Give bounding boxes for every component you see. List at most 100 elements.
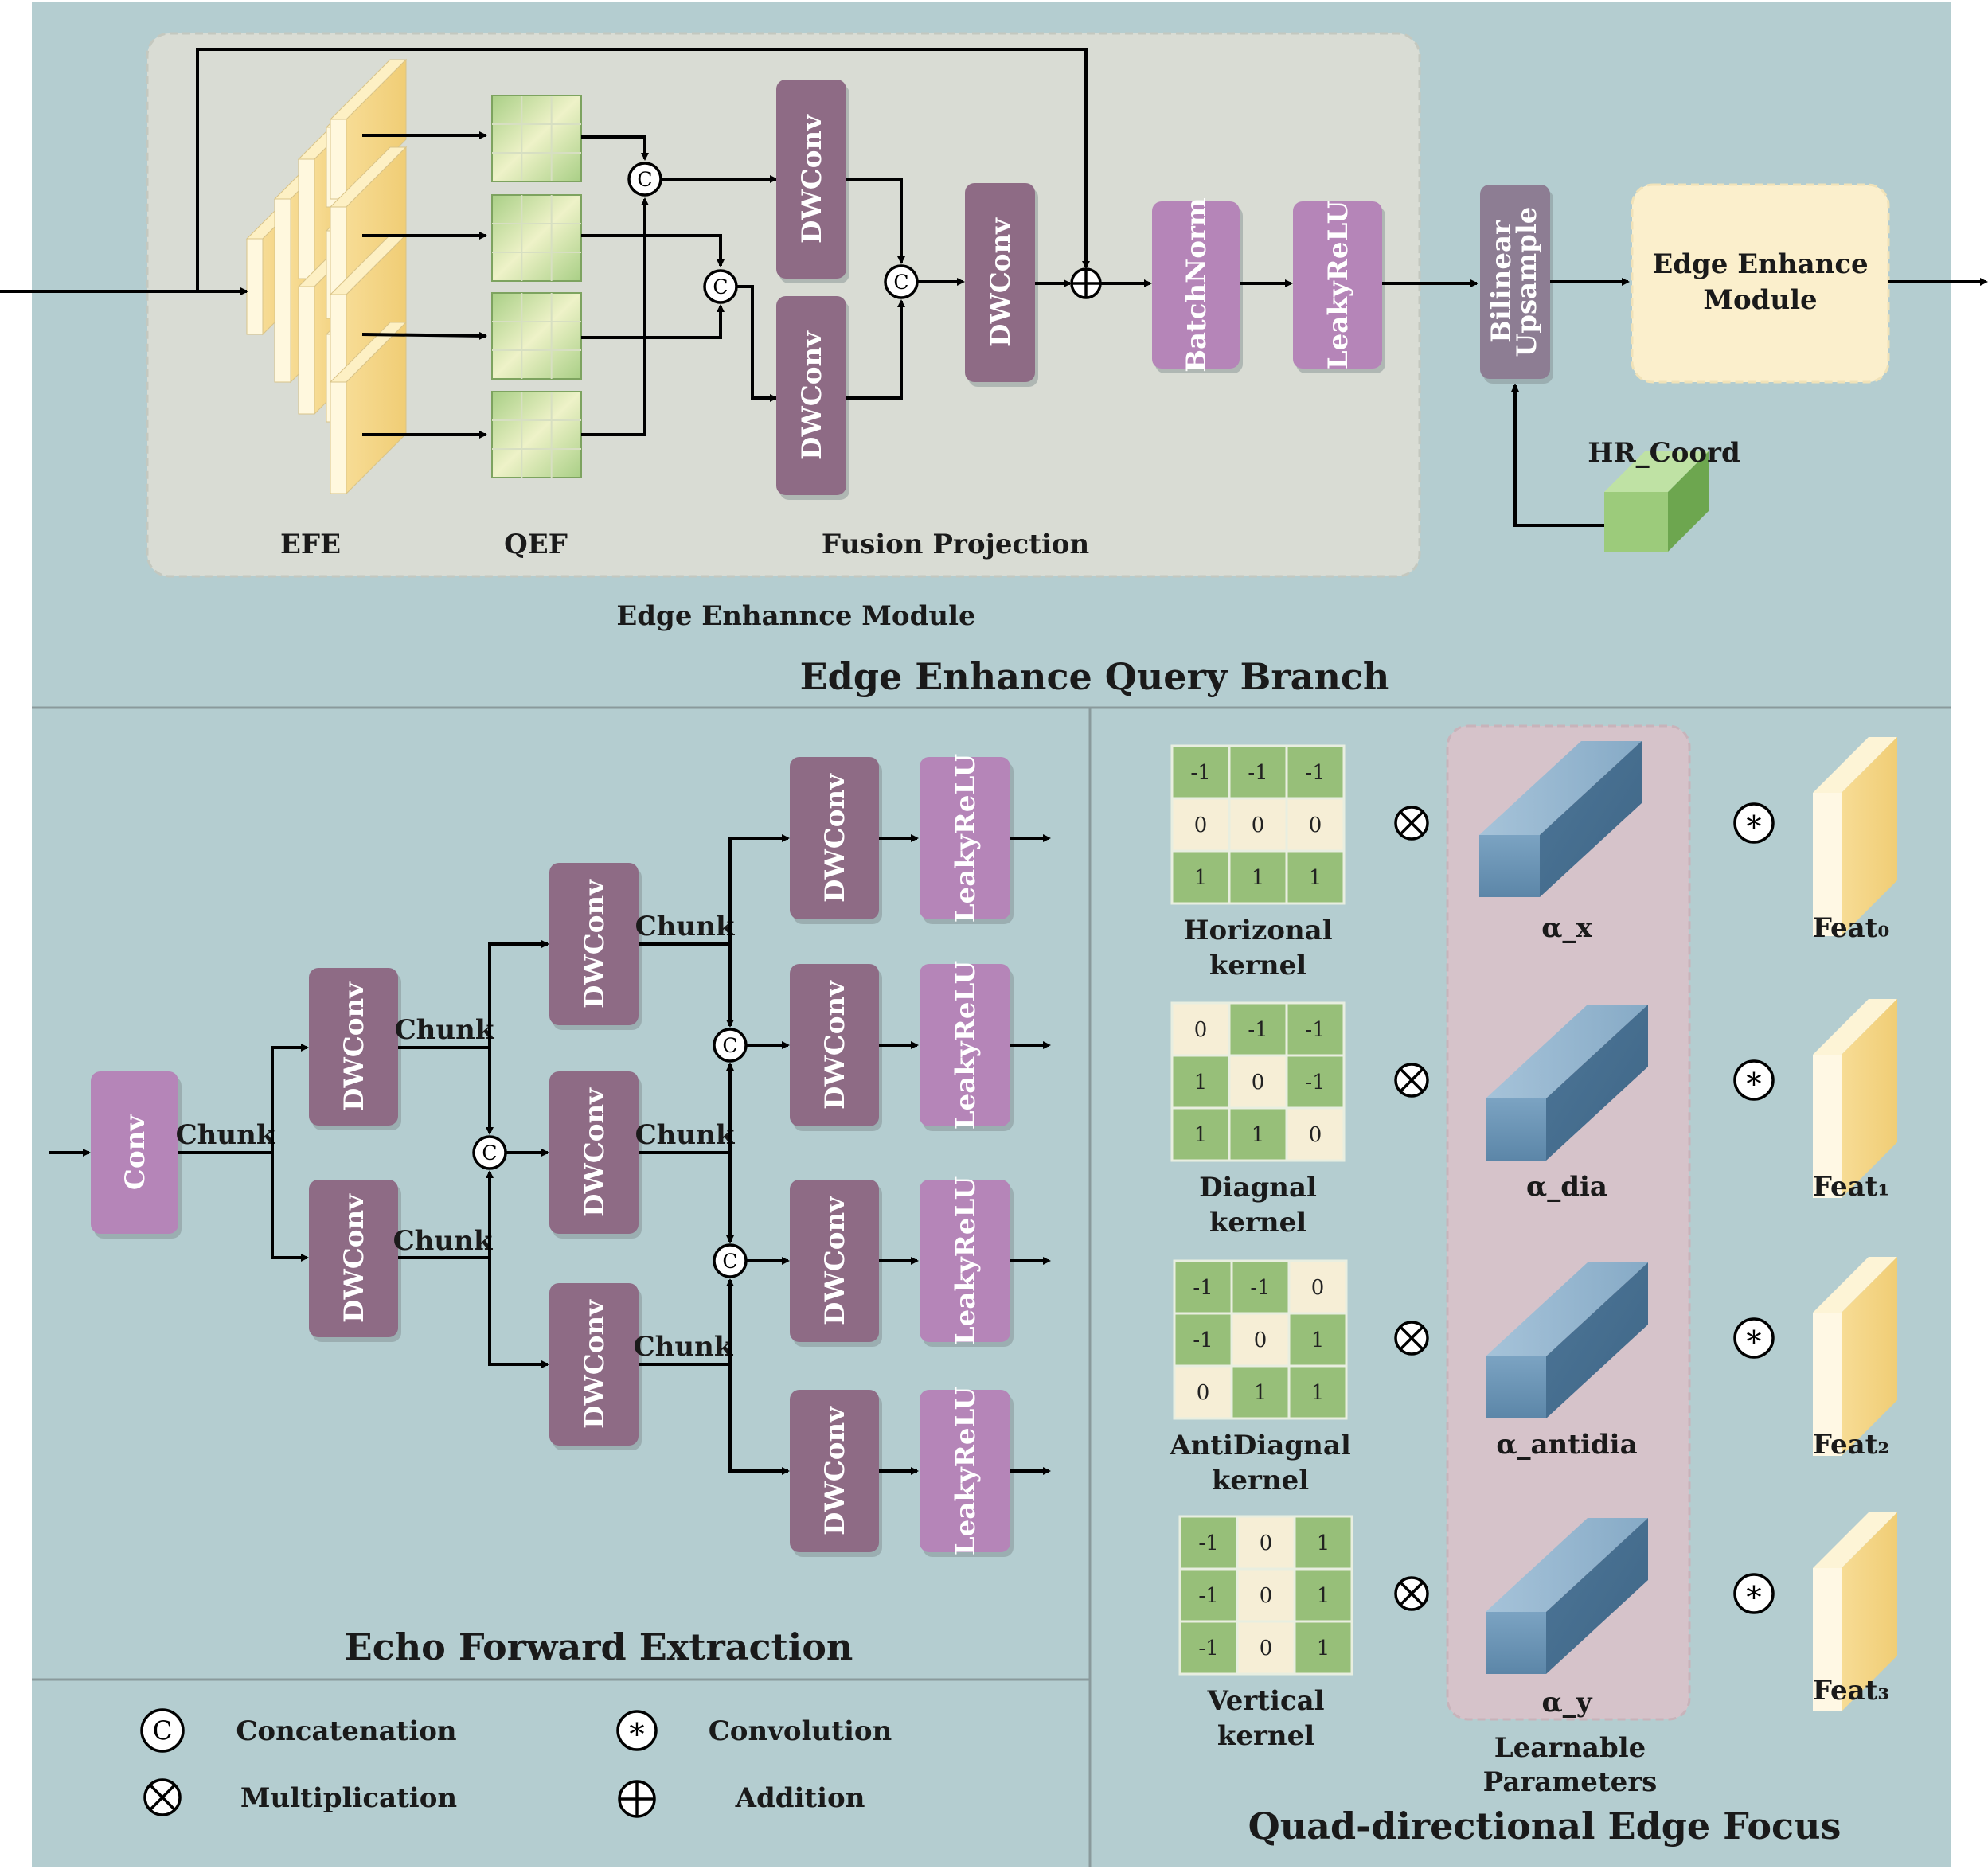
echo-concat-1: C <box>472 1135 507 1170</box>
echo-conv-box-label: Conv <box>119 1114 151 1190</box>
add-op <box>1070 267 1102 299</box>
echo-leakyrelu-box-label: LeakyReLU <box>950 1176 982 1345</box>
dwconv-to-concat <box>846 178 905 264</box>
multiply-op <box>1394 1063 1429 1098</box>
qef-grid <box>491 391 582 478</box>
kernel-name: Diagnal <box>1199 1172 1317 1204</box>
efe-feature-slab <box>329 321 408 495</box>
echo-branch <box>488 1258 549 1368</box>
kernel-cell: -1 <box>1305 1018 1325 1042</box>
hr-coord-block <box>1604 451 1709 552</box>
upsample-label-2: Upsample <box>1511 207 1543 357</box>
echo-concat-3-glyph: C <box>722 1250 737 1273</box>
echo-conv-box: Conv <box>91 1071 182 1239</box>
convolution-op-glyph: * <box>1746 1325 1761 1360</box>
kernel-cell: -1 <box>1193 1276 1213 1300</box>
concat-to-dwconv <box>736 285 778 402</box>
efe-feature-slab <box>329 233 408 384</box>
kernel-cell: 1 <box>1252 866 1265 890</box>
echo-leakyrelu-box-label: LeakyReLU <box>950 961 982 1130</box>
kernel-name: kernel <box>1217 1720 1314 1752</box>
kernel-cell: -1 <box>1193 1329 1213 1352</box>
dwconv-fusion-1: DWConv <box>776 80 849 283</box>
kernel-cell: 1 <box>1317 1637 1330 1660</box>
alpha-label: α_antidia <box>1496 1429 1637 1461</box>
kernel-cell: 1 <box>1309 866 1322 890</box>
kernel-cell: 1 <box>1194 1071 1208 1094</box>
concat-op-3-glyph: C <box>893 271 908 294</box>
kernel-cell: -1 <box>1198 1531 1218 1555</box>
legend-concat-icon-glyph: C <box>153 1716 173 1746</box>
kernel-cell: -1 <box>1305 761 1325 785</box>
qef-grid <box>491 292 582 380</box>
chunk-label: Chunk <box>634 1331 734 1363</box>
kernel-cell: 0 <box>1252 814 1265 837</box>
feat-label: Feat₁ <box>1813 1171 1890 1203</box>
kernel-name: kernel <box>1209 1207 1306 1239</box>
echo-branch <box>488 940 549 1048</box>
kernel-cell: -1 <box>1198 1584 1218 1608</box>
alpha-label: α_x <box>1541 912 1592 944</box>
kernel-matrix: -1 -1 -1 0 0 0 1 1 1 <box>1170 744 1346 905</box>
concat-op-3: C <box>884 264 919 299</box>
kernel-name: AntiDiagnal <box>1169 1430 1351 1461</box>
eem-label-2: Module <box>1703 284 1817 316</box>
learnable-label-2: Parameters <box>1483 1766 1658 1798</box>
batchnorm-box-label: BatchNorm <box>1181 197 1213 373</box>
module-caption: Edge Enhannce Module <box>616 600 975 632</box>
hr-coord-label: HR_Coord <box>1588 437 1740 469</box>
echo-dwconv-l2-label: DWConv <box>579 879 611 1009</box>
dwconv-to-concat <box>846 299 905 400</box>
qef-arrow <box>581 234 725 267</box>
kernel-cell: 1 <box>1311 1329 1325 1352</box>
legend-concat-label: Concatenation <box>236 1715 456 1747</box>
echo-leakyrelu-box-label: LeakyReLU <box>950 754 982 923</box>
echo-dwconv-l2: DWConv <box>549 863 642 1030</box>
kernel-cell: 0 <box>1194 814 1208 837</box>
efe-feature-slab <box>329 58 408 201</box>
echo-dwconv-l1: DWConv <box>309 1180 401 1342</box>
kernel-cell: 0 <box>1260 1637 1273 1660</box>
kernel-name: kernel <box>1209 950 1306 981</box>
echo-concat-2-glyph: C <box>722 1034 737 1057</box>
qef-arrow <box>581 304 725 339</box>
echo-dwconv-l2: DWConv <box>549 1071 642 1239</box>
chunk-label: Chunk <box>393 1225 494 1257</box>
kernel-cell: -1 <box>1305 1071 1325 1094</box>
legend-conv-icon: * <box>616 1710 658 1753</box>
kernel-name: Vertical <box>1206 1685 1324 1717</box>
chunk-label: Chunk <box>635 911 736 942</box>
qef-arrow <box>581 135 649 161</box>
concat-op-1: C <box>627 162 662 197</box>
convolution-op-glyph: * <box>1746 1580 1761 1616</box>
kernel-cell: -1 <box>1248 1018 1267 1042</box>
echo-dwconv-l3-label: DWConv <box>819 1406 851 1535</box>
echo-dwconv-l1: DWConv <box>309 968 401 1130</box>
echo-branch <box>728 1364 790 1475</box>
feat-map-slab <box>1813 1512 1897 1711</box>
skip-connection <box>196 48 1090 291</box>
qef-arrow <box>581 197 649 436</box>
kernel-cell: 0 <box>1311 1276 1325 1300</box>
kernel-cell: 0 <box>1260 1584 1273 1608</box>
multiply-op <box>1394 806 1429 841</box>
echo-leakyrelu-box: LeakyReLU <box>920 961 1014 1131</box>
echo-leakyrelu-box: LeakyReLU <box>920 1176 1014 1347</box>
legend-mult-icon <box>143 1778 182 1816</box>
echo-concat-1-glyph: C <box>482 1141 497 1165</box>
kernel-cell: -1 <box>1248 761 1267 785</box>
feat-label: Feat₀ <box>1813 912 1890 944</box>
fusion-projection-label: Fusion Projection <box>822 529 1089 560</box>
echo-dwconv-l2-label: DWConv <box>579 1299 611 1429</box>
eem-label-1: Edge Enhance <box>1652 248 1868 280</box>
kernel-cell: -1 <box>1190 761 1210 785</box>
convolution-op: * <box>1733 802 1775 845</box>
qef-grid <box>491 95 582 182</box>
echo-dwconv-l3-label: DWConv <box>819 1196 851 1325</box>
kernel-cell: 0 <box>1194 1018 1208 1042</box>
kernel-cell: 0 <box>1309 814 1322 837</box>
feat-map-slab <box>1813 1257 1897 1456</box>
concat-op-2-glyph: C <box>713 275 728 298</box>
